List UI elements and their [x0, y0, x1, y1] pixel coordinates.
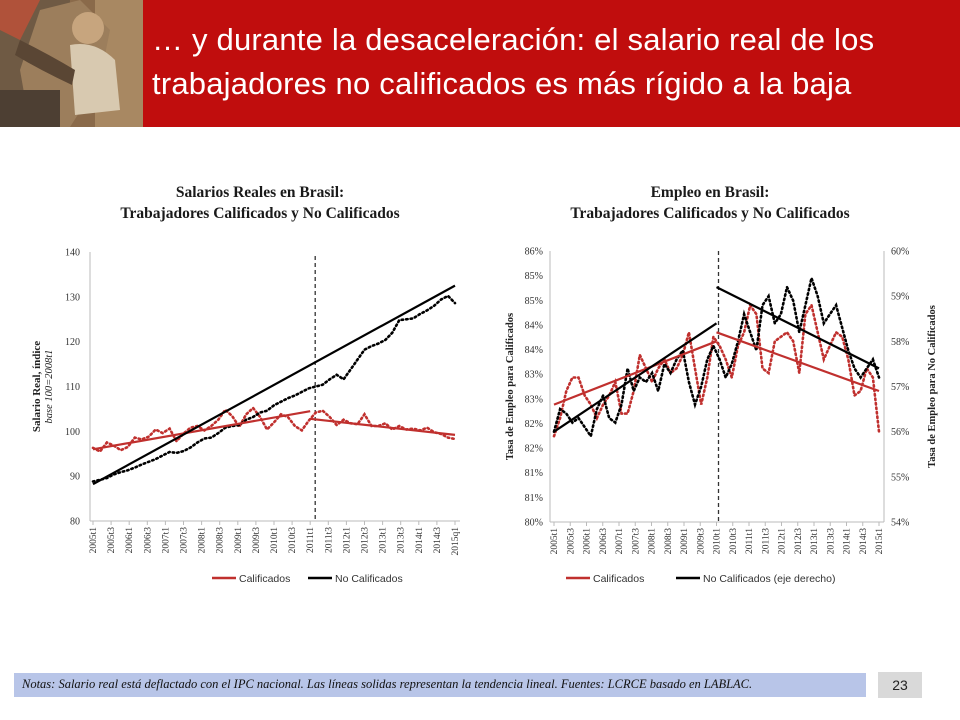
chart2-x-tick-label: 2009t1 — [680, 528, 690, 555]
chart1-x-tick-label: 2008t1 — [198, 527, 208, 554]
chart1-trend-calificados-line — [310, 417, 456, 436]
chart2-y-left-tick-label: 81% — [525, 468, 543, 479]
chart1-title: Salarios Reales en Brasil: Trabajadores … — [60, 182, 460, 224]
chart2-x-tick-label: 2008t1 — [648, 528, 658, 555]
chart2-y-left-tick-label: 81% — [525, 493, 543, 504]
chart2-y-right-tick-label: 57% — [891, 382, 909, 393]
chart2-x-tick-label: 2009t3 — [696, 528, 706, 555]
chart1-x-tick-label: 2006t3 — [143, 527, 153, 554]
chart1-y-tick-label: 130 — [65, 292, 80, 303]
chart2-y-left-tick-label: 80% — [525, 518, 543, 529]
chart2-trend-calificados-line — [553, 340, 717, 406]
chart1-title-line2: Trabajadores Calificados y No Calificado… — [120, 205, 400, 222]
chart1-y-axis-sublabel: base 100=2008t1 — [44, 350, 55, 424]
chart1-x-tick-label: 2015q1 — [451, 527, 461, 556]
chart2-x-tick-label: 2013t1 — [810, 528, 820, 555]
chart1-x-tick-label: 2006t1 — [125, 527, 135, 554]
chart2-y-left-tick-label: 85% — [525, 271, 543, 282]
chart2-x-tick-label: 2006t3 — [599, 528, 609, 555]
chart1-trend-calificados-line — [92, 410, 311, 451]
chart2-x-tick-label: 2012t3 — [794, 528, 804, 555]
chart2-y-left-tick-label: 86% — [525, 247, 543, 258]
chart2-x-tick-label: 2014t1 — [843, 528, 853, 555]
chart2-y-left-tick-label: 82% — [525, 444, 543, 455]
chart1-x-tick-label: 2008t3 — [216, 527, 226, 554]
chart2-x-tick-label: 2010t1 — [713, 528, 723, 555]
chart1-y-tick-label: 140 — [65, 248, 80, 259]
chart1-x-tick-label: 2007t3 — [180, 527, 190, 554]
chart1-y-tick-label: 120 — [65, 337, 80, 348]
chart1-x-tick-label: 2010t1 — [270, 527, 280, 554]
chart2-x-tick-label: 2007t3 — [631, 528, 641, 555]
chart2-trend-no-calificados-line — [553, 322, 718, 433]
chart2-x-tick-label: 2012t1 — [778, 528, 788, 555]
chart1-series-no-calificados-line — [91, 294, 457, 483]
chart2-x-tick-label: 2006t1 — [583, 528, 593, 555]
chart2-x-tick-label: 2011t1 — [745, 528, 755, 554]
chart2-y-right-tick-label: 55% — [891, 472, 909, 483]
chart2-y-left-tick-label: 82% — [525, 419, 543, 430]
chart1-x-tick-label: 2009t3 — [252, 527, 262, 554]
chart1-legend-label: No Calificados — [335, 573, 403, 585]
chart2-title-line2: Trabajadores Calificados y No Calificado… — [570, 205, 850, 222]
chart1-x-tick-label: 2007t1 — [161, 527, 171, 554]
chart2-y-left-tick-label: 84% — [525, 345, 543, 356]
chart1-x-tick-label: 2009t1 — [234, 527, 244, 554]
chart1-x-tick-label: 2005t1 — [89, 527, 99, 554]
chart2-x-tick-label: 2010t3 — [729, 528, 739, 555]
chart1-y-axis-label: Salario Real, índice — [31, 341, 43, 432]
chart2-series-no-calificados-line — [552, 273, 881, 440]
chart1-legend-label: Calificados — [239, 573, 290, 585]
chart2-trend-calificados-line — [716, 331, 880, 393]
chart2-y-right-tick-label: 59% — [891, 292, 909, 303]
chart2-y-right-tick-label: 54% — [891, 518, 909, 529]
chart1-y-tick-label: 110 — [65, 382, 80, 393]
chart2-y-left-tick-label: 84% — [525, 320, 543, 331]
chart2-x-tick-label: 2013t3 — [826, 528, 836, 555]
chart1-x-tick-label: 2012t1 — [342, 527, 352, 554]
chart1-x-tick-label: 2012t3 — [361, 527, 371, 554]
chart1-x-tick-label: 2013t1 — [379, 527, 389, 554]
chart1-title-line1: Salarios Reales en Brasil: — [175, 184, 345, 201]
chart2-legend-label: Calificados — [593, 573, 644, 585]
chart2-y-right-tick-label: 60% — [891, 247, 909, 258]
chart2-y-left-tick-label: 83% — [525, 370, 543, 381]
chart2-y-right-axis-label: Tasa de Empleo para No Calificados — [927, 305, 938, 468]
chart2-series-calificados-line — [552, 301, 881, 438]
chart1-x-tick-label: 2013t3 — [397, 527, 407, 554]
chart1-trend-no-calificados-line — [92, 284, 456, 486]
page-number: 23 — [878, 672, 922, 698]
chart1-y-tick-label: 80 — [70, 517, 80, 528]
chart1-y-tick-label: 100 — [65, 427, 80, 438]
chart1-x-tick-label: 2014t3 — [433, 527, 443, 554]
chart1-y-tick-label: 90 — [70, 472, 80, 483]
chart1-x-tick-label: 2014t1 — [415, 527, 425, 554]
chart2-title: Empleo en Brasil: Trabajadores Calificad… — [510, 182, 910, 224]
chart2-y-left-tick-label: 83% — [525, 394, 543, 405]
mural-image — [0, 0, 143, 127]
footnote: Notas: Salario real está deflactado con … — [22, 677, 753, 691]
chart2-x-tick-label: 2014t3 — [859, 528, 869, 555]
slide-title: … y durante la desaceleración: el salari… — [152, 22, 875, 101]
chart2-y-left-tick-label: 85% — [525, 296, 543, 307]
chart2-y-right-tick-label: 58% — [891, 337, 909, 348]
chart2-x-tick-label: 2005t3 — [566, 528, 576, 555]
chart2-x-tick-label: 2007t1 — [615, 528, 625, 555]
chart2-y-left-axis-label: Tasa de Empleo para Calificados — [505, 313, 516, 460]
chart2-x-tick-label: 2005t1 — [550, 528, 560, 555]
chart1-x-tick-label: 2010t3 — [288, 527, 298, 554]
header-bar: … y durante la desaceleración: el salari… — [0, 0, 960, 127]
note-bar: Notas: Salario real está deflactado con … — [14, 673, 866, 697]
chart1-x-tick-label: 2011t3 — [324, 527, 334, 553]
chart1-x-tick-label: 2005t3 — [107, 527, 117, 554]
chart2-x-tick-label: 2015t1 — [875, 528, 885, 555]
chart2-legend-label: No Calificados (eje derecho) — [703, 573, 835, 585]
chart2-title-line1: Empleo en Brasil: — [650, 184, 770, 201]
chart1-x-tick-label: 2011t1 — [306, 527, 316, 553]
chart2-trend-no-calificados-line — [716, 286, 880, 370]
chart2-x-tick-label: 2008t3 — [664, 528, 674, 555]
chart2-x-tick-label: 2011t3 — [761, 528, 771, 554]
chart2-y-right-tick-label: 56% — [891, 427, 909, 438]
